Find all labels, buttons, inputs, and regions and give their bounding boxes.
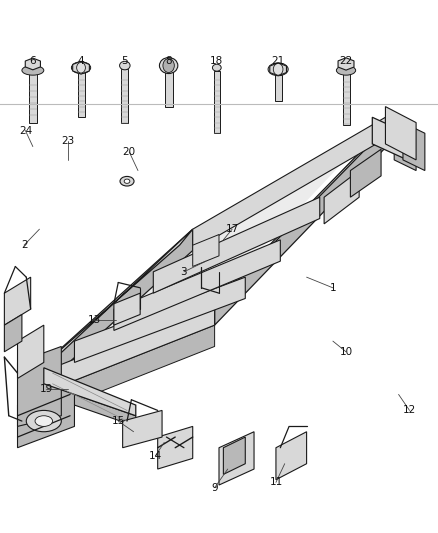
Polygon shape xyxy=(394,133,416,171)
Text: 18: 18 xyxy=(210,56,223,66)
Polygon shape xyxy=(123,410,162,448)
Polygon shape xyxy=(350,149,381,197)
Text: 14: 14 xyxy=(149,451,162,461)
Ellipse shape xyxy=(159,58,178,74)
Polygon shape xyxy=(121,69,128,123)
Polygon shape xyxy=(18,325,44,378)
Ellipse shape xyxy=(120,61,130,70)
Polygon shape xyxy=(73,61,89,74)
Text: 19: 19 xyxy=(39,384,53,394)
Ellipse shape xyxy=(120,176,134,186)
Polygon shape xyxy=(324,171,359,224)
Text: 24: 24 xyxy=(19,126,32,135)
Text: 23: 23 xyxy=(61,136,74,146)
Text: 20: 20 xyxy=(123,147,136,157)
Polygon shape xyxy=(403,123,425,171)
Polygon shape xyxy=(215,117,394,304)
Polygon shape xyxy=(385,107,416,160)
Ellipse shape xyxy=(26,410,61,432)
Text: 15: 15 xyxy=(112,416,125,426)
Polygon shape xyxy=(18,384,74,448)
Text: 9: 9 xyxy=(211,483,218,492)
Text: 11: 11 xyxy=(269,478,283,487)
Circle shape xyxy=(163,59,174,72)
Polygon shape xyxy=(18,346,61,426)
Text: 17: 17 xyxy=(226,224,239,234)
Ellipse shape xyxy=(35,416,53,426)
Polygon shape xyxy=(4,314,22,352)
Ellipse shape xyxy=(124,179,130,183)
Text: 8: 8 xyxy=(165,56,172,66)
Polygon shape xyxy=(114,240,280,330)
Text: 12: 12 xyxy=(403,406,416,415)
Polygon shape xyxy=(39,117,385,373)
Polygon shape xyxy=(114,293,140,325)
Text: 2: 2 xyxy=(21,240,28,250)
Text: 21: 21 xyxy=(272,56,285,66)
Text: 1: 1 xyxy=(329,283,336,293)
Text: 22: 22 xyxy=(339,56,353,66)
Polygon shape xyxy=(214,71,220,133)
Polygon shape xyxy=(158,426,193,469)
Polygon shape xyxy=(74,277,245,362)
Polygon shape xyxy=(270,63,286,76)
Polygon shape xyxy=(25,58,40,70)
Polygon shape xyxy=(372,117,407,160)
Polygon shape xyxy=(22,229,193,384)
Ellipse shape xyxy=(336,66,356,75)
Polygon shape xyxy=(22,373,39,416)
Polygon shape xyxy=(223,437,245,474)
Ellipse shape xyxy=(212,64,221,71)
Circle shape xyxy=(273,63,283,75)
Circle shape xyxy=(77,62,85,73)
Polygon shape xyxy=(215,117,394,325)
Polygon shape xyxy=(276,432,307,480)
Polygon shape xyxy=(193,117,385,251)
Polygon shape xyxy=(44,384,136,426)
Text: 3: 3 xyxy=(180,267,187,277)
Polygon shape xyxy=(275,75,282,101)
Polygon shape xyxy=(39,325,215,416)
Polygon shape xyxy=(153,197,320,293)
Polygon shape xyxy=(219,432,254,485)
Text: 13: 13 xyxy=(88,315,101,325)
Polygon shape xyxy=(29,70,37,123)
Polygon shape xyxy=(39,304,215,394)
Polygon shape xyxy=(338,58,354,70)
Polygon shape xyxy=(44,368,136,416)
Polygon shape xyxy=(78,72,85,117)
Polygon shape xyxy=(343,72,350,125)
Ellipse shape xyxy=(268,63,288,76)
Polygon shape xyxy=(22,229,193,405)
Polygon shape xyxy=(4,277,31,325)
Polygon shape xyxy=(165,72,173,107)
Text: 5: 5 xyxy=(121,56,128,66)
Ellipse shape xyxy=(22,66,44,75)
Text: 10: 10 xyxy=(339,347,353,357)
Text: 4: 4 xyxy=(78,56,85,66)
Ellipse shape xyxy=(71,62,91,74)
Polygon shape xyxy=(193,235,219,266)
Text: 6: 6 xyxy=(29,56,36,66)
